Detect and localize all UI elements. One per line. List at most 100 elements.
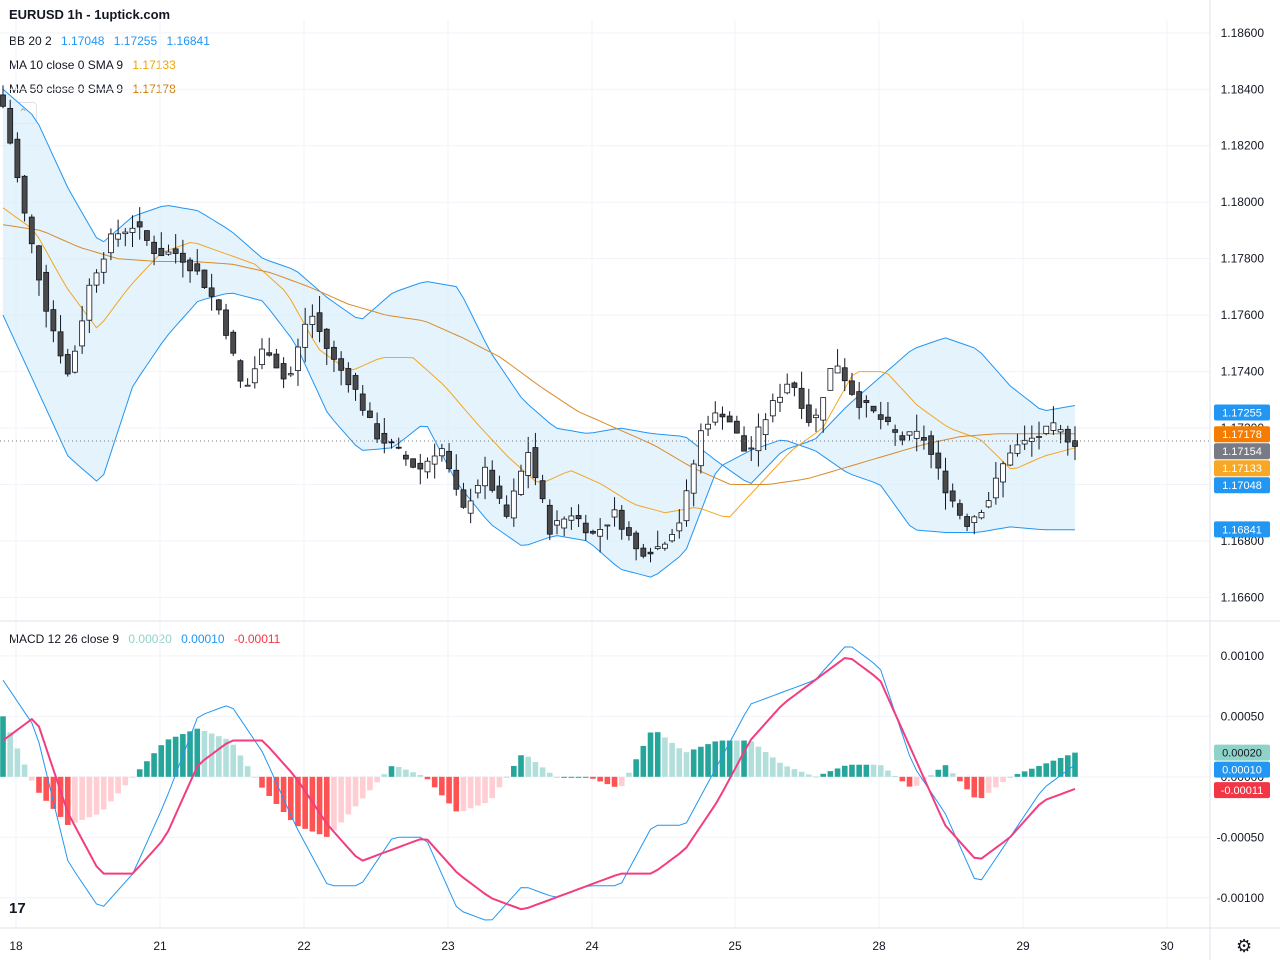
candle[interactable] — [172, 248, 179, 254]
candle[interactable] — [158, 247, 165, 257]
candle[interactable] — [654, 546, 661, 550]
candle[interactable] — [942, 470, 949, 494]
candle[interactable] — [633, 532, 640, 550]
candle[interactable] — [129, 227, 136, 233]
candle[interactable] — [410, 458, 416, 468]
candle[interactable] — [0, 94, 6, 107]
candle[interactable] — [460, 489, 467, 508]
candle[interactable] — [489, 469, 496, 491]
candle[interactable] — [769, 400, 776, 417]
candle[interactable] — [331, 346, 337, 360]
candle[interactable] — [381, 432, 388, 444]
candle[interactable] — [949, 490, 956, 502]
candle[interactable] — [870, 405, 877, 412]
candle[interactable] — [7, 107, 14, 144]
candle[interactable] — [827, 368, 834, 391]
candle[interactable] — [568, 515, 575, 521]
candle[interactable] — [395, 446, 402, 449]
candle[interactable] — [223, 309, 229, 336]
candle[interactable] — [611, 509, 618, 518]
candle[interactable] — [208, 287, 215, 297]
candle[interactable] — [57, 331, 64, 357]
candle[interactable] — [1064, 428, 1071, 443]
candle[interactable] — [690, 463, 697, 494]
candle[interactable] — [93, 272, 100, 286]
candle[interactable] — [978, 512, 985, 519]
candle[interactable] — [741, 435, 747, 452]
candle[interactable] — [72, 350, 78, 373]
candle[interactable] — [676, 522, 683, 532]
candle[interactable] — [856, 391, 863, 408]
gear-icon[interactable]: ⚙ — [1236, 936, 1253, 956]
candle[interactable] — [273, 353, 280, 369]
candle[interactable] — [417, 462, 424, 470]
candle[interactable] — [287, 373, 294, 376]
candle[interactable] — [453, 469, 460, 490]
candle[interactable] — [187, 259, 193, 272]
candle[interactable] — [510, 490, 517, 519]
candle[interactable] — [640, 547, 647, 557]
candle[interactable] — [964, 516, 970, 527]
candle[interactable] — [971, 516, 978, 524]
price-axis[interactable]: 1.18600 1.18400 1.18200 1.18000 1.17800 1.176… — [1221, 26, 1265, 605]
candle[interactable] — [849, 380, 855, 395]
candle[interactable] — [424, 460, 431, 473]
candle[interactable] — [1028, 437, 1035, 442]
candle[interactable] — [726, 415, 733, 423]
candle[interactable] — [503, 504, 510, 517]
candle[interactable] — [316, 312, 323, 332]
candle[interactable] — [122, 231, 129, 235]
candle[interactable] — [733, 420, 740, 434]
candle[interactable] — [618, 509, 625, 530]
candle[interactable] — [820, 397, 827, 421]
candle[interactable] — [230, 331, 237, 354]
candle[interactable] — [1000, 463, 1006, 483]
candle[interactable] — [100, 258, 107, 273]
candle[interactable] — [518, 470, 524, 495]
candle[interactable] — [309, 315, 316, 325]
candle[interactable] — [697, 430, 704, 467]
candle[interactable] — [201, 269, 208, 288]
candle[interactable] — [14, 138, 21, 179]
bb-lower-line[interactable] — [2, 292, 1075, 578]
candle[interactable] — [1036, 436, 1042, 438]
candle[interactable] — [302, 323, 309, 348]
candle[interactable] — [590, 530, 596, 534]
candle[interactable] — [885, 416, 891, 423]
candle[interactable] — [899, 435, 906, 441]
candle[interactable] — [748, 447, 755, 450]
candle[interactable] — [237, 360, 244, 382]
candle[interactable] — [374, 423, 381, 440]
candle[interactable] — [834, 365, 841, 374]
candle[interactable] — [892, 429, 899, 433]
candle[interactable] — [474, 485, 481, 494]
candle[interactable] — [50, 309, 57, 332]
candle[interactable] — [251, 368, 258, 384]
candle[interactable] — [136, 221, 143, 228]
candle[interactable] — [280, 363, 287, 380]
candle[interactable] — [1050, 422, 1057, 431]
candle[interactable] — [777, 396, 783, 403]
candle[interactable] — [762, 419, 769, 436]
candle[interactable] — [259, 348, 265, 366]
candle[interactable] — [352, 375, 359, 390]
bb-upper-line[interactable] — [2, 88, 1076, 484]
candle[interactable] — [683, 490, 690, 522]
candle[interactable] — [906, 431, 913, 436]
macd-signal-line[interactable] — [2, 656, 1076, 911]
candle[interactable] — [1007, 452, 1014, 466]
candle[interactable] — [956, 503, 963, 516]
candle[interactable] — [215, 299, 222, 311]
candle[interactable] — [1072, 440, 1078, 447]
candle[interactable] — [43, 271, 50, 312]
candle[interactable] — [496, 485, 503, 499]
candle[interactable] — [604, 524, 611, 527]
candle[interactable] — [805, 404, 812, 423]
candle[interactable] — [863, 400, 870, 403]
candle[interactable] — [935, 452, 942, 469]
candle[interactable] — [719, 413, 726, 418]
candle[interactable] — [295, 346, 301, 371]
candle[interactable] — [921, 437, 927, 441]
candle[interactable] — [913, 430, 920, 439]
